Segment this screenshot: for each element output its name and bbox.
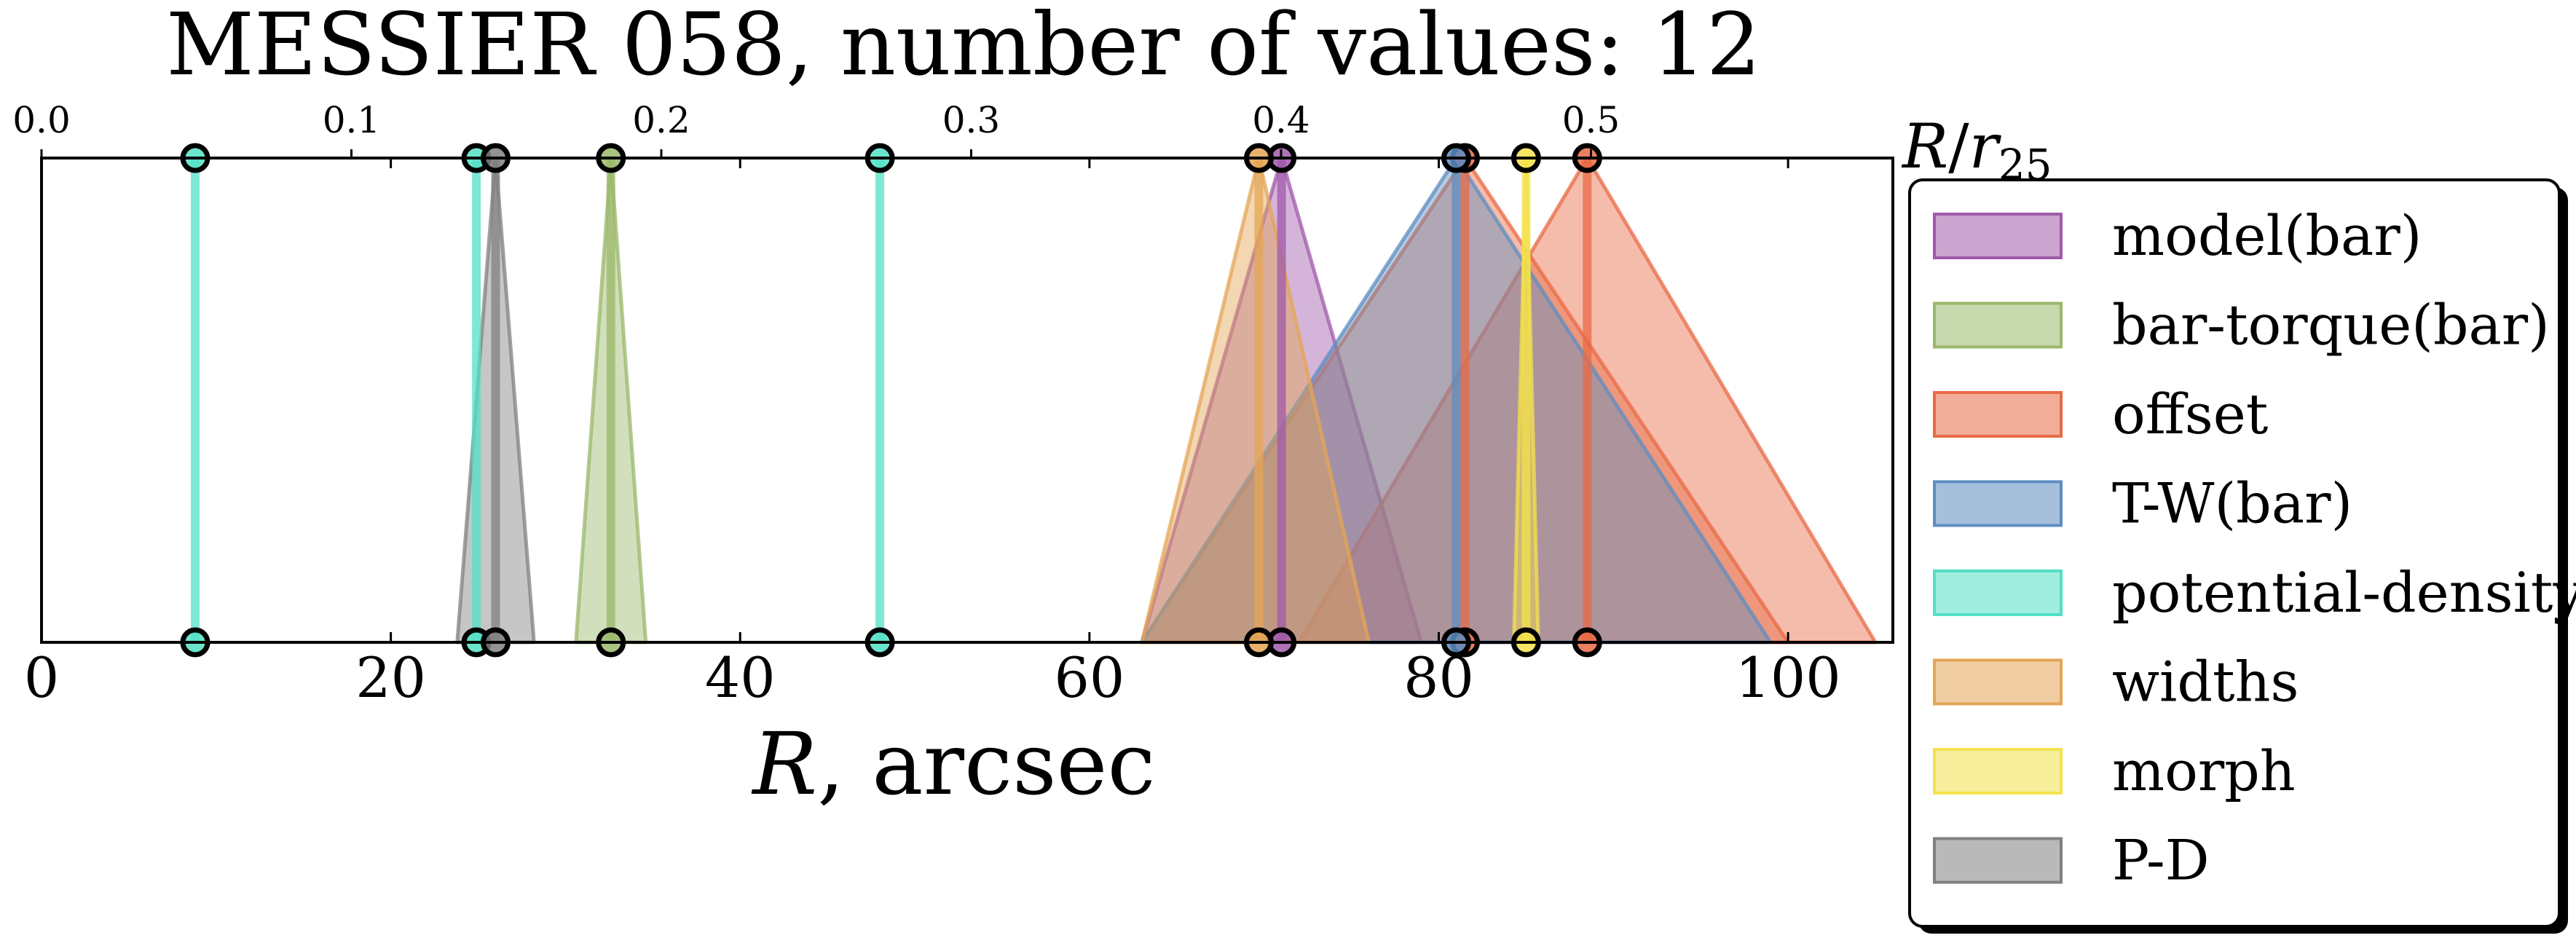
legend-label-p-d: P-D [2112,828,2210,893]
top-tick-label-0.3: 0.3 [942,99,1001,141]
legend-label-bar-torque-bar: bar-torque(bar) [2112,293,2550,358]
legend-swatch-bar-torque-bar [1933,301,2063,349]
legend-swatch-widths [1933,658,2063,706]
x-tick-label-60: 60 [1055,645,1125,710]
legend-swatch-offset [1933,391,2063,438]
top-tick-label-0.1: 0.1 [323,99,381,141]
legend-label-model-bar: model(bar) [2112,203,2422,268]
top-tick-label-0.2: 0.2 [632,99,690,141]
legend-swatch-potential-density [1933,569,2063,616]
legend-swatch-model-bar [1933,213,2063,259]
top-axis-title: R/r25 [1901,111,2052,189]
x-axis-title-symbol: R [751,714,817,814]
x-axis-title: R, arcsec [751,714,1155,814]
x-tick-label-100: 100 [1736,645,1841,710]
legend-box [1908,178,2561,928]
legend-swatch-morph [1933,748,2063,795]
plot-frame [40,157,1894,644]
legend-label-t-w-bar: T-W(bar) [2112,471,2352,536]
top-axis-title-r: R [1901,111,1948,182]
top-axis-title-slash: / [1948,111,1969,182]
top-axis-title-r25: r [1969,111,2002,182]
legend-label-potential-density: potential-density [2112,560,2576,625]
top-tick-label-0.4: 0.4 [1252,99,1310,141]
x-axis-title-text: , arcsec [817,714,1155,814]
top-tick-label-0: 0.0 [12,99,71,141]
legend: model(bar) bar-torque(bar) offset T-W(bar) p… [1908,178,2576,934]
chart-title: MESSIER 058, number of values: 12 [166,0,1761,95]
legend-label-offset: offset [2112,382,2268,446]
legend-label-widths: widths [2112,650,2299,714]
legend-swatch-t-w-bar [1933,480,2063,527]
x-tick-label-20: 20 [355,645,426,710]
top-tick-label-0.5: 0.5 [1562,99,1620,141]
x-tick-label-80: 80 [1403,645,1474,710]
axis-ticks: 0 20 40 60 80 100 0.0 0.1 0.2 0.3 0.4 0.5 [12,99,1840,710]
legend-swatch-p-d [1933,837,2063,884]
value-lines [191,158,1592,642]
x-tick-label-0: 0 [24,645,59,710]
x-tick-label-40: 40 [705,645,776,710]
uncertainty-bands [455,156,1878,645]
legend-label-morph: morph [2112,738,2296,803]
